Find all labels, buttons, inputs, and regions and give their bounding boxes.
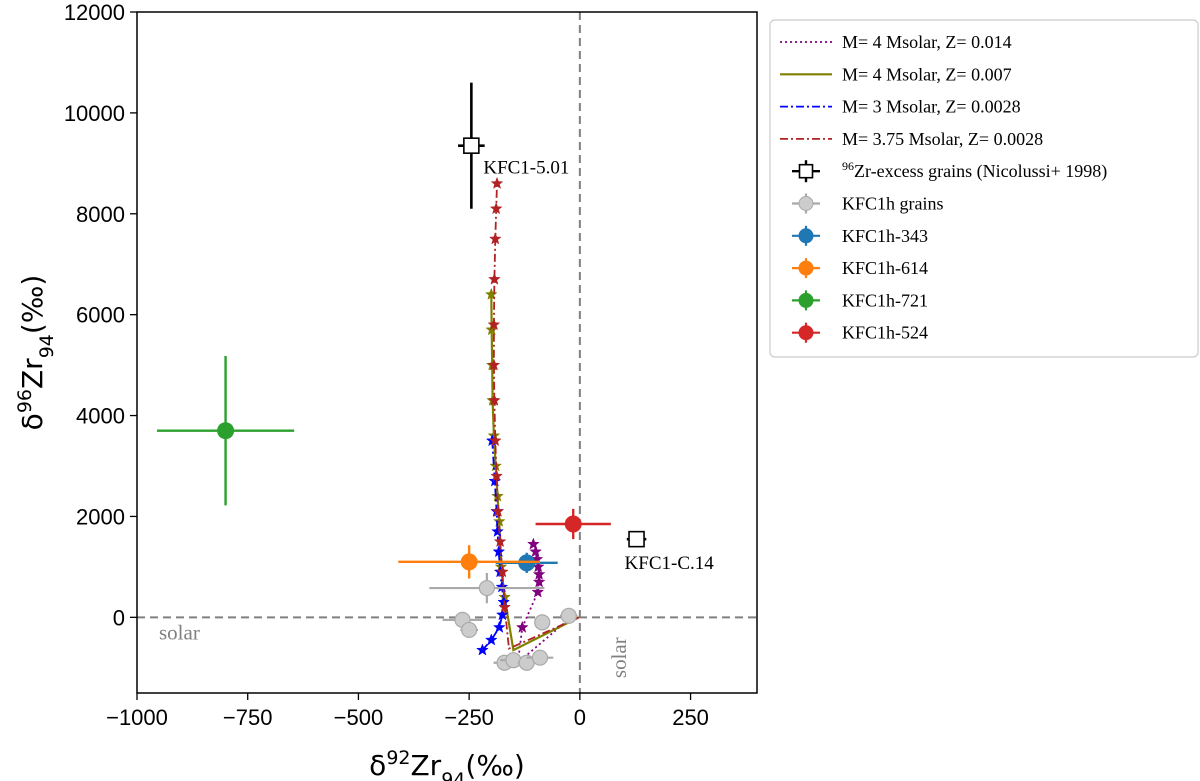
legend-entry: M= 3.75 Msolar, Z= 0.0028 (842, 129, 1043, 149)
legend-entry: KFC1h-343 (842, 226, 928, 246)
y-tick-label: 8000 (76, 202, 125, 227)
reference-lines: solar solar (137, 12, 757, 693)
kfc1h-grain-point (534, 614, 551, 631)
model-star-marker (531, 585, 545, 598)
model-star-marker (491, 524, 504, 537)
model-series (515, 537, 572, 665)
highlighted-grain-point (535, 508, 611, 540)
grain-annotation: KFC1-C.14 (625, 553, 715, 574)
model-star-marker (532, 575, 546, 588)
model-star-marker (496, 608, 509, 621)
kfc1h-grain-marker (534, 614, 551, 631)
model-star-marker (495, 580, 509, 593)
model-star-marker (498, 600, 511, 613)
nicolussi-grain-point (626, 530, 647, 548)
model-star-marker (488, 434, 502, 447)
model-star-marker (515, 620, 529, 633)
highlighted-grain-marker (217, 422, 235, 440)
kfc1h-grain-marker (531, 649, 549, 666)
legend-entry: M= 4 Msolar, Z= 0.014 (842, 32, 1012, 52)
plot-frame (136, 11, 758, 694)
model-star-marker (488, 272, 501, 285)
y-tick-label: 0 (113, 605, 125, 630)
model-star-marker (487, 318, 501, 331)
legend-entry: 96Zr-excess grains (Nicolussi+ 1998) (842, 159, 1107, 182)
legend: M= 4 Msolar, Z= 0.014 M= 4 Msolar, Z= 0.0… (769, 19, 1199, 358)
kfc1h-grain-point (559, 607, 578, 624)
kfc1h-grain-point (442, 611, 483, 628)
legend-handle-marker (798, 228, 814, 244)
legend-entry: KFC1h grains (842, 194, 944, 214)
kfc1h-grain-marker (560, 607, 577, 624)
kfc1h-grain-marker (461, 621, 478, 639)
legend-entry: M= 4 Msolar, Z= 0.007 (842, 64, 1012, 84)
solar-label-vertical: solar (607, 637, 631, 678)
legend-handle-marker (798, 292, 814, 308)
annotations: KFC1-5.01 KFC1-C.14 (483, 158, 714, 574)
model-star-marker (490, 469, 503, 482)
model-star-marker (493, 534, 507, 548)
y-tick-label: 10000 (64, 101, 125, 126)
kfc1h-grain-point (526, 649, 554, 666)
model-star-marker (529, 545, 542, 558)
x-tick-label: 0 (574, 705, 586, 730)
model-star-marker (489, 201, 503, 215)
model-star-marker (491, 504, 505, 517)
legend-entry: M= 3 Msolar, Z= 0.0028 (842, 97, 1021, 117)
kfc1h-grain-marker (478, 579, 495, 597)
model-curves (476, 176, 580, 665)
highlighted-grain-marker (564, 515, 582, 533)
legend-entry: KFC1h-524 (842, 323, 928, 343)
legend-entry: KFC1h-614 (842, 258, 928, 278)
legend-box (769, 19, 1199, 358)
x-tick-label: −250 (444, 705, 494, 730)
model-star-marker (496, 565, 509, 578)
axis-ticks: −1000 −750 −500 −250 0 250 0 2000 4000 6000 8000 10… (64, 0, 709, 730)
x-tick-label: −1000 (106, 705, 168, 730)
y-tick-label: 12000 (64, 0, 125, 25)
x-tick-label: −750 (223, 705, 273, 730)
legend-handle-square (798, 163, 814, 179)
solar-label-horizontal: solar (159, 620, 200, 644)
y-axis-title: δ96Zr94(‰) (14, 275, 58, 431)
model-star-marker (476, 643, 489, 656)
nicolussi-grain-point (458, 82, 485, 209)
nicolussi-grain-marker (463, 137, 480, 154)
grain-annotation: KFC1-5.01 (483, 158, 569, 179)
legend-handle-marker (798, 260, 814, 276)
nicolussi-grain-marker (628, 530, 645, 548)
legend-handle-marker (798, 196, 814, 211)
y-tick-label: 4000 (76, 404, 125, 429)
model-series (484, 287, 580, 652)
model-star-marker (490, 176, 504, 189)
model-star-marker (527, 537, 540, 550)
highlighted-grain-marker (460, 553, 478, 571)
model-series (476, 434, 511, 656)
model-series (487, 176, 580, 650)
model-star-marker (492, 545, 506, 558)
legend-handle-marker (798, 325, 814, 341)
y-tick-label: 2000 (76, 504, 125, 529)
model-star-marker (488, 393, 501, 406)
y-tick-label: 6000 (76, 303, 125, 328)
kfc1h-grain-point (429, 572, 545, 604)
model-star-marker (484, 287, 498, 300)
highlighted-grain-point (156, 356, 295, 506)
legend-entry: KFC1h-721 (842, 290, 928, 310)
model-star-marker (487, 358, 501, 371)
grain-points (156, 82, 647, 671)
model-star-marker (488, 232, 502, 245)
x-tick-label: −500 (334, 705, 384, 730)
x-tick-label: 250 (672, 705, 709, 730)
kfc1h-grain-point (460, 621, 478, 639)
highlighted-grain-point (398, 545, 540, 579)
kfc1h-grain-marker (505, 652, 522, 669)
model-star-marker (484, 633, 498, 646)
model-star-marker (492, 620, 506, 633)
model-star-marker (532, 567, 546, 580)
x-axis-title: δ92Zr94(‰) (369, 747, 525, 781)
